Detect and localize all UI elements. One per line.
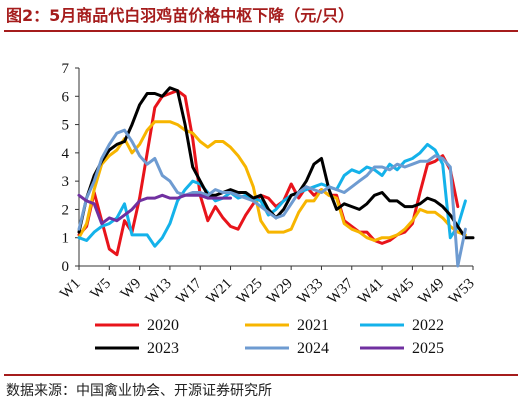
x-tick-label: W25 — [234, 276, 266, 308]
legend-label-2020: 2020 — [147, 317, 179, 334]
chart-legend: 2020 2021 2022 2023 2024 2025 — [95, 317, 444, 357]
y-tick-label: 6 — [62, 89, 70, 105]
x-tick-label: W33 — [294, 276, 326, 308]
chart-series — [77, 86, 475, 268]
data-source-note: 数据来源：中国禽业协会、开源证券研究所 — [6, 383, 272, 399]
x-tick-label: W45 — [385, 276, 417, 308]
x-tick-label: W21 — [203, 276, 235, 308]
x-tick-label: W17 — [173, 275, 205, 307]
series-line-2025 — [77, 193, 232, 226]
y-tick-label: 0 — [62, 259, 70, 275]
chart-title: 图2：5月商品代白羽鸡苗价格中枢下降（元/只） — [6, 6, 355, 25]
series-line-2024 — [77, 128, 467, 268]
x-tick-label: W49 — [416, 276, 448, 308]
legend-label-2022: 2022 — [412, 317, 444, 334]
x-tick-label: W29 — [264, 276, 296, 308]
x-tick-label: W53 — [446, 276, 478, 308]
legend-label-2025: 2025 — [412, 340, 444, 357]
y-tick-label: 7 — [62, 61, 70, 77]
x-tick-label: W13 — [143, 276, 175, 308]
footer-divider — [4, 374, 518, 376]
legend-label-2023: 2023 — [147, 340, 179, 357]
y-tick-label: 1 — [62, 231, 70, 247]
y-tick-label: 3 — [62, 174, 70, 190]
y-tick-label: 4 — [62, 146, 70, 162]
legend-label-2024: 2024 — [297, 340, 329, 357]
x-tick-label: W9 — [118, 276, 145, 303]
series-line-2021 — [77, 120, 467, 242]
y-tick-label: 5 — [62, 118, 70, 134]
x-tick-label: W5 — [87, 276, 114, 303]
x-tick-label: W41 — [355, 276, 387, 308]
title-underline — [4, 30, 518, 32]
x-tick-label: W1 — [57, 276, 84, 303]
legend-label-2021: 2021 — [297, 317, 329, 334]
x-tick-label: W37 — [325, 275, 357, 307]
y-tick-label: 2 — [62, 202, 70, 218]
